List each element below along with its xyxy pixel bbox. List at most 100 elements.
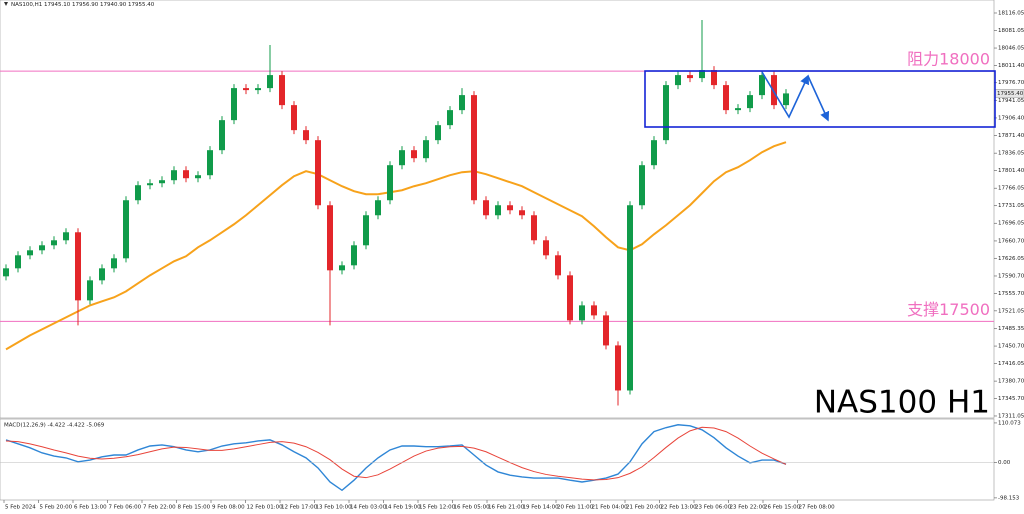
candle-body [255, 88, 261, 91]
x-tick-label: 16 Feb 05:00 [454, 505, 491, 511]
x-tick-label: 22 Feb 13:00 [661, 505, 698, 511]
candle-body [183, 170, 189, 179]
header-icon [4, 2, 8, 6]
candle-body [3, 268, 9, 277]
candle-body [243, 88, 249, 91]
candle-body [303, 130, 309, 141]
macd-panel [0, 418, 995, 501]
x-tick-label: 5 Feb 2024 [5, 505, 36, 511]
candle-body [111, 258, 117, 269]
candle-body [471, 95, 477, 201]
x-tick-label: 8 Feb 15:00 [178, 505, 211, 511]
candle-body [735, 108, 741, 111]
y-tick-label: 17941.05 [998, 98, 1024, 104]
y-tick-label: 18116.05 [998, 10, 1024, 16]
candle-body [375, 200, 381, 216]
y-tick-label: 110.073 [998, 420, 1021, 426]
candle-body [687, 75, 693, 79]
candle-body [279, 75, 285, 106]
x-tick-label: 14 Feb 19:00 [385, 505, 422, 511]
y-tick-label: 18081.05 [998, 28, 1024, 34]
price-layer: 18116.05 18081.05 18046.05 18011.40 17976.70… [0, 10, 1024, 511]
y-tick-label: 17345.70 [998, 396, 1024, 402]
x-tick-label: 21 Feb 04:00 [592, 505, 629, 511]
candle-body [531, 215, 537, 241]
candle-body [603, 315, 609, 346]
candle-body [123, 200, 129, 259]
x-tick-label: 12 Feb 01:00 [247, 505, 284, 511]
candle-body [27, 250, 33, 256]
forecast-arrow [761, 71, 809, 119]
y-tick-label: 17801.40 [998, 168, 1024, 174]
candle-body [627, 205, 633, 391]
price-tag-label: 17955.40 [997, 91, 1024, 97]
y-tick-label: 17871.40 [998, 133, 1024, 139]
candle-body [747, 95, 753, 109]
y-tick-label: 0.00 [998, 460, 1011, 466]
x-tick-label: 7 Feb 06:00 [109, 505, 142, 511]
y-tick-label: 17590.70 [998, 273, 1024, 279]
candle-body [207, 150, 213, 176]
y-tick-label: 17485.35 [998, 326, 1024, 332]
y-tick-label: 18046.05 [998, 46, 1024, 52]
candle-body [291, 105, 297, 131]
candle-body [339, 265, 345, 271]
level-label: 支撑17500 [907, 300, 990, 319]
candle-body [75, 232, 81, 301]
candle-body [315, 140, 321, 206]
x-tick-label: 7 Feb 22:00 [143, 505, 176, 511]
range-box [644, 70, 996, 128]
y-tick-label: 17766.05 [998, 186, 1024, 192]
watermark: NAS100 H1 [814, 385, 990, 421]
candle-body [711, 70, 717, 86]
candle-body [423, 140, 429, 159]
candle-body [663, 85, 669, 141]
candle-body [15, 255, 21, 269]
candle-body [147, 183, 153, 186]
candle-body [327, 205, 333, 271]
candle-body [483, 200, 489, 216]
candle-body [195, 175, 201, 179]
forecast-arrow [807, 75, 830, 122]
y-tick-label: 17380.70 [998, 379, 1024, 385]
level-label: 阻力18000 [907, 50, 990, 69]
y-tick-label: 17660.70 [998, 238, 1024, 244]
x-tick-label: 9 Feb 08:00 [212, 505, 245, 511]
candle-body [267, 75, 273, 89]
moving-average [5, 141, 787, 351]
candle-body [363, 215, 369, 246]
y-tick-label: 17731.05 [998, 203, 1024, 209]
candle-body [351, 245, 357, 266]
y-tick-label: 17450.70 [998, 344, 1024, 350]
y-tick-label: 17416.05 [998, 361, 1024, 367]
x-tick-label: 6 Feb 13:00 [74, 505, 107, 511]
y-tick-label: 17521.05 [998, 308, 1024, 314]
candle-body [723, 85, 729, 111]
candle-body [411, 150, 417, 159]
y-tick-label: 17836.05 [998, 151, 1024, 157]
x-tick-label: 23 Feb 06:00 [695, 505, 732, 511]
candle-body [591, 305, 597, 316]
indicator-line [5, 426, 787, 481]
candle-body [615, 345, 621, 391]
candle-body [771, 75, 777, 106]
x-tick-label: 13 Feb 10:00 [316, 505, 353, 511]
y-tick-label: 17626.05 [998, 256, 1024, 262]
candle-body [507, 205, 513, 211]
candle-body [135, 185, 141, 201]
candle-body [567, 275, 573, 321]
candle-body [399, 150, 405, 166]
chart-header: NAS100,H1 17945.10 17956.90 17940.90 179… [11, 2, 155, 8]
x-tick-label: 23 Feb 22:00 [730, 505, 767, 511]
candle-body [39, 245, 45, 251]
x-tick-label: 21 Feb 20:00 [626, 505, 663, 511]
y-tick-label: -98.153 [998, 495, 1020, 501]
candle-body [675, 75, 681, 86]
candle-body [159, 180, 165, 184]
candle-body [63, 232, 69, 241]
candle-body [783, 93, 789, 106]
macd-header: MACD(12,26,9) -4.422 -4.422 -5.069 [4, 423, 105, 429]
candle-body [555, 255, 561, 276]
